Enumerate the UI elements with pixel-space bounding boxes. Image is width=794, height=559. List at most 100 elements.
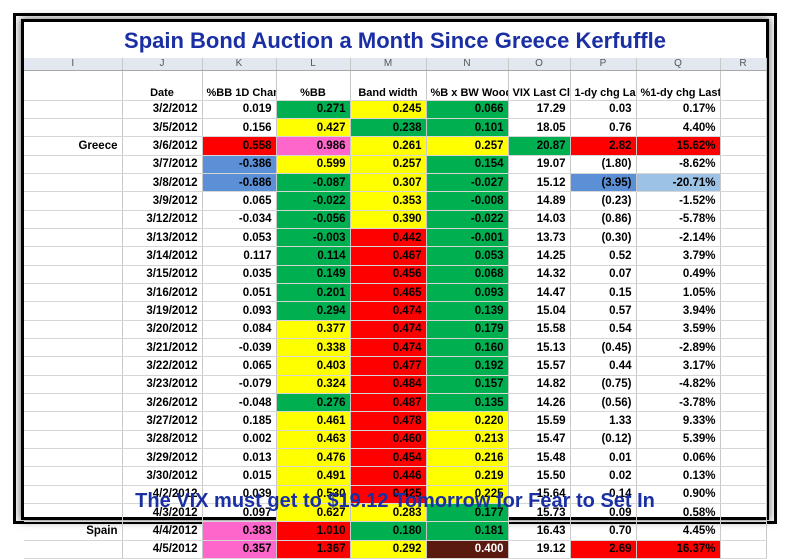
cell-bb[interactable]: 0.986 [276, 136, 351, 156]
cell-label[interactable] [24, 485, 123, 505]
cell-pct[interactable]: 3.79% [636, 246, 721, 266]
cell-pct[interactable]: 0.17% [636, 100, 721, 119]
cell-empty[interactable] [720, 448, 767, 468]
cell-date[interactable]: 3/12/2012 [122, 210, 203, 229]
cell-empty[interactable] [720, 191, 767, 211]
cell-empty[interactable] [720, 301, 767, 321]
cell-pct[interactable]: 9.33% [636, 411, 721, 431]
cell-pct[interactable]: -1.52% [636, 191, 721, 211]
cell-label[interactable] [24, 375, 123, 395]
cell-bw[interactable]: 0.474 [350, 320, 427, 339]
cell-empty[interactable] [720, 210, 767, 229]
cell-bb[interactable]: -0.056 [276, 210, 351, 229]
cell-chg[interactable]: (0.45) [570, 338, 637, 358]
cell-bw[interactable]: 0.353 [350, 191, 427, 211]
cell-vix[interactable]: 17.29 [508, 100, 571, 119]
cell-woody[interactable]: 0.068 [426, 265, 509, 284]
cell-label[interactable] [24, 448, 123, 468]
cell-label[interactable] [24, 100, 123, 119]
cell-bb1d[interactable]: 0.015 [202, 466, 277, 486]
cell-date[interactable]: 3/14/2012 [122, 246, 203, 266]
cell-chg[interactable]: 2.82 [570, 136, 637, 156]
cell-pct[interactable]: -4.82% [636, 375, 721, 395]
cell-pct[interactable]: 0.13% [636, 466, 721, 486]
cell-pct[interactable]: 4.45% [636, 521, 721, 541]
cell-bb1d[interactable]: 0.002 [202, 430, 277, 450]
cell-empty[interactable] [720, 265, 767, 284]
cell-bb1d[interactable]: 0.558 [202, 136, 277, 156]
cell-bb1d[interactable]: 0.039 [202, 485, 277, 505]
cell-chg[interactable]: 0.03 [570, 100, 637, 119]
cell-label[interactable] [24, 210, 123, 229]
cell-empty[interactable] [720, 283, 767, 303]
cell-bw[interactable]: 0.425 [350, 485, 427, 505]
cell-bw[interactable]: 0.442 [350, 228, 427, 248]
cell-date[interactable]: 3/23/2012 [122, 375, 203, 395]
cell-chg[interactable]: 0.09 [570, 503, 637, 523]
cell-woody[interactable]: 0.101 [426, 118, 509, 138]
cell-woody[interactable]: -0.001 [426, 228, 509, 248]
cell-empty[interactable] [720, 503, 767, 523]
cell-woody[interactable]: 0.066 [426, 100, 509, 119]
cell-pct[interactable]: 16.37% [636, 540, 721, 559]
cell-date[interactable]: 3/21/2012 [122, 338, 203, 358]
cell-label[interactable] [24, 356, 123, 376]
cell-vix[interactable]: 19.12 [508, 540, 571, 559]
cell-woody[interactable]: 0.225 [426, 485, 509, 505]
cell-vix[interactable]: 14.47 [508, 283, 571, 303]
cell-pct[interactable]: 0.90% [636, 485, 721, 505]
cell-empty[interactable] [720, 540, 767, 559]
cell-woody[interactable]: 0.400 [426, 540, 509, 559]
cell-bw[interactable]: 0.477 [350, 356, 427, 376]
cell-date[interactable]: 4/3/2012 [122, 503, 203, 523]
cell-date[interactable]: 3/15/2012 [122, 265, 203, 284]
cell-empty[interactable] [720, 393, 767, 413]
cell-pct[interactable]: 0.06% [636, 448, 721, 468]
cell-label[interactable]: Greece [24, 136, 123, 156]
cell-vix[interactable]: 14.03 [508, 210, 571, 229]
cell-chg[interactable]: (0.23) [570, 191, 637, 211]
cell-label[interactable]: Spain [24, 521, 123, 541]
column-letter[interactable]: R [720, 58, 767, 71]
cell-vix[interactable]: 15.12 [508, 173, 571, 193]
cell-vix[interactable]: 14.25 [508, 246, 571, 266]
cell-date[interactable]: 3/8/2012 [122, 173, 203, 193]
cell-pct[interactable]: 3.94% [636, 301, 721, 321]
cell-empty[interactable] [720, 430, 767, 450]
cell-label[interactable] [24, 228, 123, 248]
cell-label[interactable] [24, 503, 123, 523]
cell-bb[interactable]: 0.530 [276, 485, 351, 505]
cell-vix[interactable]: 14.26 [508, 393, 571, 413]
cell-woody[interactable]: 0.179 [426, 320, 509, 339]
cell-chg[interactable]: 1.33 [570, 411, 637, 431]
cell-label[interactable] [24, 283, 123, 303]
cell-vix[interactable]: 15.47 [508, 430, 571, 450]
cell-woody[interactable]: 0.181 [426, 521, 509, 541]
cell-pct[interactable]: 1.05% [636, 283, 721, 303]
cell-woody[interactable]: 0.157 [426, 375, 509, 395]
cell-empty[interactable] [720, 466, 767, 486]
cell-bb1d[interactable]: 0.185 [202, 411, 277, 431]
cell-bw[interactable]: 0.180 [350, 521, 427, 541]
cell-date[interactable]: 3/16/2012 [122, 283, 203, 303]
cell-date[interactable]: 3/30/2012 [122, 466, 203, 486]
cell-chg[interactable]: (0.86) [570, 210, 637, 229]
cell-bb[interactable]: 0.201 [276, 283, 351, 303]
cell-woody[interactable]: 0.257 [426, 136, 509, 156]
cell-bb[interactable]: 1.010 [276, 521, 351, 541]
cell-date[interactable]: 3/6/2012 [122, 136, 203, 156]
cell-pct[interactable]: 3.17% [636, 356, 721, 376]
cell-label[interactable] [24, 393, 123, 413]
column-letter[interactable]: O [508, 58, 571, 71]
cell-bw[interactable]: 0.261 [350, 136, 427, 156]
cell-woody[interactable]: 0.192 [426, 356, 509, 376]
cell-vix[interactable]: 15.48 [508, 448, 571, 468]
cell-empty[interactable] [720, 136, 767, 156]
cell-vix[interactable]: 19.07 [508, 155, 571, 174]
column-letter[interactable]: J [122, 58, 203, 71]
cell-date[interactable]: 3/20/2012 [122, 320, 203, 339]
cell-vix[interactable]: 15.04 [508, 301, 571, 321]
cell-pct[interactable]: 0.58% [636, 503, 721, 523]
cell-vix[interactable]: 15.58 [508, 320, 571, 339]
column-letter[interactable]: I [24, 58, 123, 71]
